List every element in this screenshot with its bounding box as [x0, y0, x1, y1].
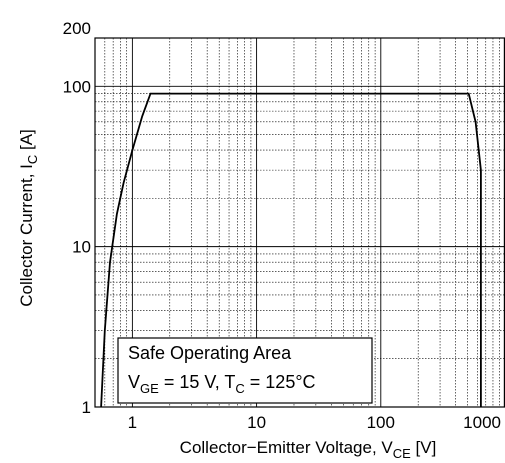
y-tick-label: 100: [63, 77, 91, 96]
y-tick-label: 1: [82, 398, 91, 417]
x-tick-label: 10: [247, 413, 266, 432]
annotation-box: [117, 337, 373, 404]
y-tick-labels: 1 10 100 200: [63, 19, 91, 417]
annotation-line-2: VGE = 15 V, TC = 125°C: [128, 372, 316, 396]
x-tick-label: 100: [367, 413, 395, 432]
x-tick-label: 1: [128, 413, 137, 432]
y-tick-label: 200: [63, 19, 91, 38]
x-tick-label: 1000: [463, 413, 501, 432]
x-tick-labels: 1 10 100 1000: [128, 413, 501, 432]
soa-boundary-line: [100, 92, 482, 408]
y-axis-label: Collector Current, IC [A]: [17, 129, 40, 307]
x-axis-label: Collector−Emitter Voltage, VCE [V]: [180, 438, 437, 461]
annotation-line-1: Safe Operating Area: [128, 343, 292, 363]
plot-frame: [94, 37, 505, 408]
grid-major: [95, 38, 505, 407]
y-tick-label: 10: [72, 238, 91, 257]
